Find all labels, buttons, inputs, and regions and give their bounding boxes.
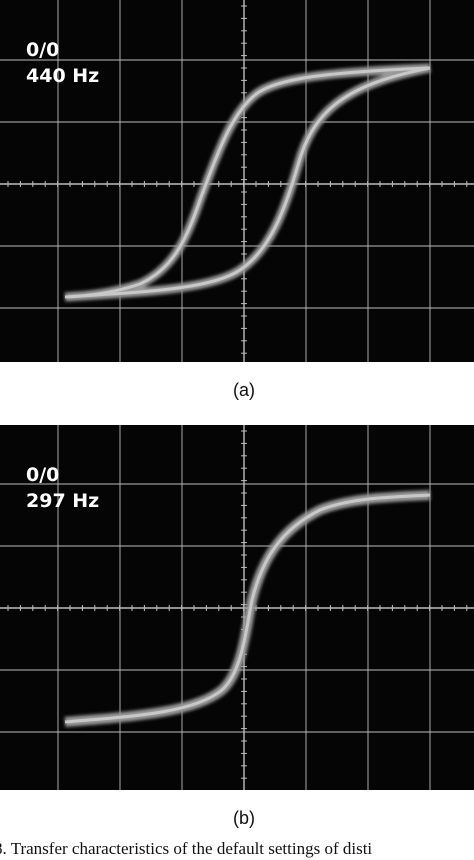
panel-label: (a) <box>233 380 255 400</box>
frequency: 297 Hz <box>26 490 99 512</box>
transfer-trace-core <box>64 493 431 724</box>
hysteresis-trace-core <box>64 66 431 299</box>
panel-label: (b) <box>233 808 255 828</box>
frequency: 440 Hz <box>26 65 99 87</box>
setting: 0/0 <box>26 464 59 486</box>
caption: 8. Transfer characteristics of the defau… <box>0 839 372 858</box>
grid <box>0 425 474 790</box>
setting: 0/0 <box>26 39 59 61</box>
grid <box>0 0 474 362</box>
